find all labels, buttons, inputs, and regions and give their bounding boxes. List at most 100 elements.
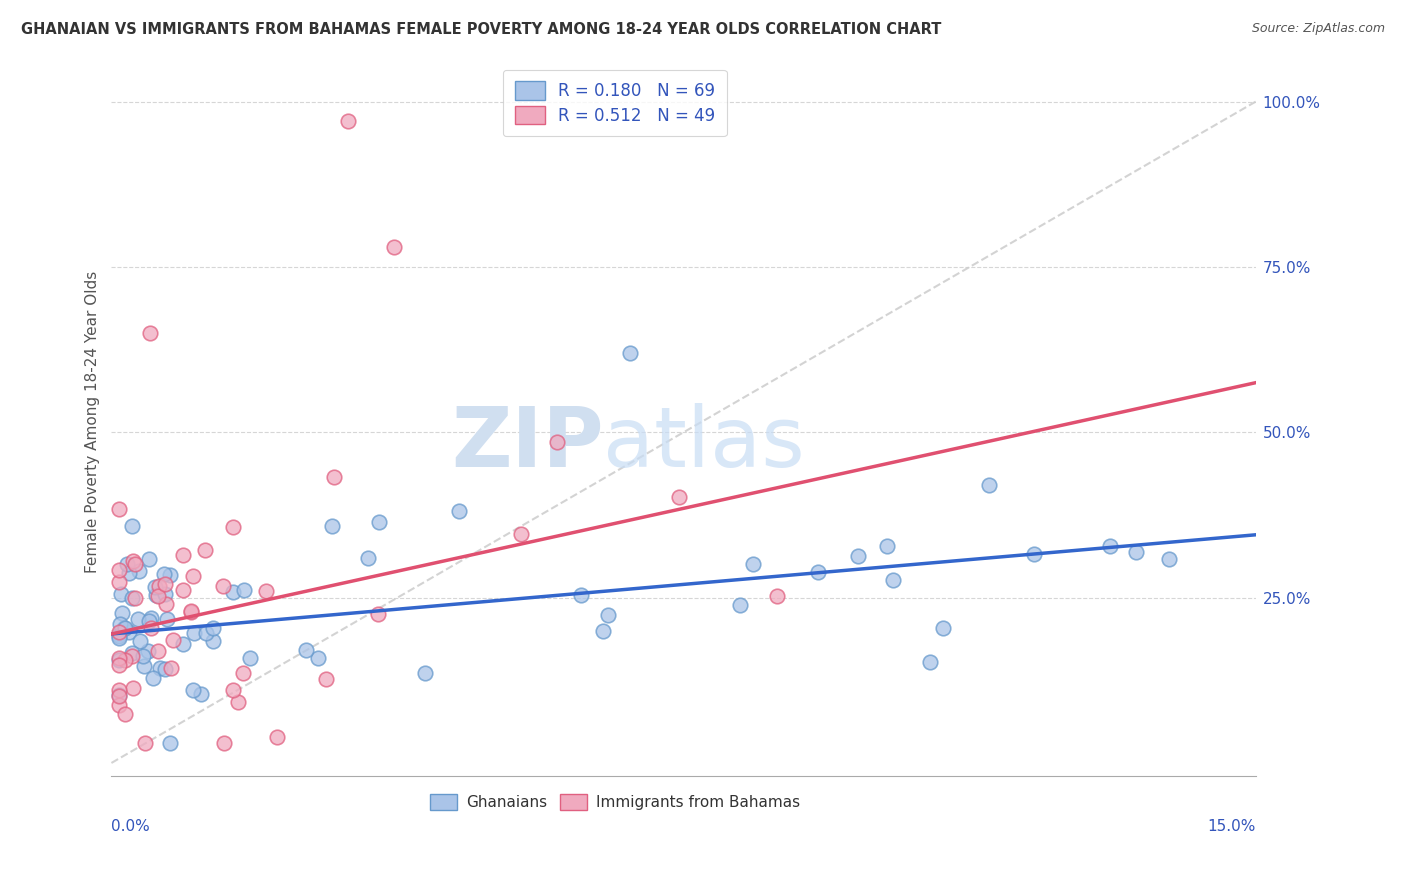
Point xyxy=(110,586,132,600)
Point xyxy=(315,672,337,686)
Point xyxy=(153,566,176,581)
Point xyxy=(509,526,531,541)
Point xyxy=(322,470,344,484)
Point xyxy=(619,346,641,360)
Point xyxy=(143,580,166,594)
Point xyxy=(153,577,176,591)
Point xyxy=(766,589,789,603)
Point xyxy=(108,631,131,645)
Point xyxy=(129,633,152,648)
Point xyxy=(136,644,159,658)
Point xyxy=(138,551,160,566)
Point xyxy=(846,549,869,563)
Point xyxy=(122,681,145,695)
Point xyxy=(668,491,690,505)
Point xyxy=(155,587,177,601)
Point xyxy=(546,434,568,449)
Text: 0.0%: 0.0% xyxy=(111,819,150,834)
Point xyxy=(183,683,205,698)
Point xyxy=(222,520,245,534)
Point xyxy=(931,621,953,635)
Point xyxy=(336,114,359,128)
Legend: Ghanaians, Immigrants from Bahamas: Ghanaians, Immigrants from Bahamas xyxy=(422,786,808,818)
Point xyxy=(180,604,202,618)
Point xyxy=(145,588,167,602)
Point xyxy=(149,661,172,675)
Point xyxy=(181,569,204,583)
Point xyxy=(159,661,181,675)
Point xyxy=(321,519,343,533)
Point xyxy=(111,606,134,620)
Point xyxy=(121,519,143,533)
Point xyxy=(156,611,179,625)
Point xyxy=(108,616,131,631)
Point xyxy=(172,582,194,597)
Point xyxy=(977,478,1000,492)
Point xyxy=(172,637,194,651)
Point xyxy=(195,626,218,640)
Point xyxy=(112,621,135,635)
Point xyxy=(118,624,141,639)
Point xyxy=(124,591,146,605)
Point xyxy=(447,503,470,517)
Point xyxy=(148,644,170,658)
Point xyxy=(121,648,143,663)
Point xyxy=(807,566,830,580)
Point xyxy=(162,633,184,648)
Point xyxy=(146,589,169,603)
Point xyxy=(108,624,131,639)
Point xyxy=(108,629,131,643)
Point xyxy=(108,658,131,673)
Point xyxy=(108,574,131,589)
Point xyxy=(254,584,277,599)
Point xyxy=(307,651,329,665)
Point xyxy=(138,614,160,628)
Point xyxy=(222,683,245,698)
Point xyxy=(114,706,136,721)
Point xyxy=(159,568,181,582)
Point xyxy=(1159,551,1181,566)
Point xyxy=(367,607,389,621)
Point xyxy=(876,539,898,553)
Point xyxy=(114,621,136,635)
Point xyxy=(190,687,212,701)
Point xyxy=(180,605,202,619)
Point xyxy=(139,611,162,625)
Point xyxy=(108,698,131,712)
Point xyxy=(1022,547,1045,561)
Point xyxy=(202,621,225,635)
Point xyxy=(356,551,378,566)
Point xyxy=(368,515,391,529)
Point xyxy=(226,695,249,709)
Point xyxy=(108,653,131,667)
Point xyxy=(142,671,165,685)
Point xyxy=(138,326,160,340)
Point xyxy=(155,662,177,676)
Point xyxy=(108,650,131,665)
Point xyxy=(148,579,170,593)
Point xyxy=(212,736,235,750)
Point xyxy=(882,573,904,587)
Point xyxy=(222,585,245,599)
Point xyxy=(141,621,163,635)
Point xyxy=(108,690,131,704)
Point xyxy=(128,565,150,579)
Point xyxy=(592,624,614,639)
Point xyxy=(596,608,619,623)
Point xyxy=(134,736,156,750)
Point xyxy=(294,643,316,657)
Point xyxy=(132,659,155,673)
Point xyxy=(159,736,181,750)
Point xyxy=(115,557,138,571)
Point xyxy=(108,563,131,577)
Point xyxy=(232,665,254,680)
Point xyxy=(108,688,131,702)
Point xyxy=(382,240,405,254)
Point xyxy=(266,731,288,745)
Point xyxy=(172,548,194,562)
Point xyxy=(1125,545,1147,559)
Point xyxy=(122,554,145,568)
Point xyxy=(239,651,262,665)
Point xyxy=(1099,539,1122,553)
Point xyxy=(212,579,235,593)
